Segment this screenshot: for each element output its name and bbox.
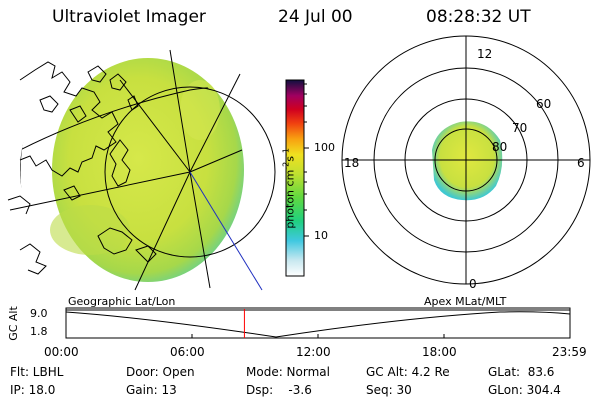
y-tick-bottom: 1.8 <box>30 325 48 338</box>
x-tick-0000: 00:00 <box>44 345 79 359</box>
unit-photon-cm: photon cm <box>283 169 297 229</box>
colorbar-tick-10: 10 <box>314 229 328 242</box>
unit-exp-cm: -2 <box>281 161 291 170</box>
x-tick-0600: 06:00 <box>170 345 205 359</box>
status-gain: Gain: 13 <box>126 383 177 397</box>
mlt-label-0: 0 <box>469 277 477 291</box>
x-tick-1800: 18:00 <box>422 345 457 359</box>
mlt-label-12: 12 <box>477 47 493 61</box>
timeline-right-title: Apex MLat/MLT <box>424 295 507 308</box>
status-glon: GLon: 304.4 <box>488 383 561 397</box>
status-filter: Flt: LBHL <box>10 365 64 379</box>
time-label: 08:28:32 UT <box>426 7 531 27</box>
mlat-label-70: 70 <box>512 121 528 135</box>
status-seq: Seq: 30 <box>366 383 412 397</box>
mlat-label-60: 60 <box>536 97 552 111</box>
status-glat: GLat: 83.6 <box>488 365 555 379</box>
x-tick-2359: 23:59 <box>552 345 587 359</box>
timeline-plot <box>65 307 571 339</box>
status-door: Door: Open <box>126 365 195 379</box>
coastline-overlay <box>7 61 157 275</box>
mlat-label-80: 80 <box>492 140 508 154</box>
timeline-axis-label: GC Alt <box>6 306 20 341</box>
status-gc-alt: GC Alt: 4.2 Re <box>366 365 450 379</box>
timeline-left-title: Geographic Lat/Lon <box>68 295 176 308</box>
mlt-label-6: 6 <box>577 156 585 170</box>
status-mode: Mode: Normal <box>246 365 330 379</box>
unit-s: s <box>283 155 297 162</box>
instrument-title: Ultraviolet Imager <box>52 7 206 27</box>
colorbar-tick-100: 100 <box>314 141 335 154</box>
polar-plot <box>341 35 591 285</box>
terminator-line <box>189 171 263 291</box>
unit-exp-s: -1 <box>281 148 291 156</box>
y-tick-top: 9.0 <box>30 307 48 320</box>
status-ip: IP: 18.0 <box>10 383 56 397</box>
colorbar <box>285 79 309 277</box>
earth-disk-image <box>50 58 244 282</box>
x-tick-1200: 12:00 <box>296 345 331 359</box>
status-dsp: Dsp: -3.6 <box>246 383 312 397</box>
date-label: 24 Jul 00 <box>278 7 353 27</box>
colorbar-unit-label: photon cm-2s-1 <box>281 113 297 263</box>
mlt-label-18: 18 <box>344 156 360 170</box>
